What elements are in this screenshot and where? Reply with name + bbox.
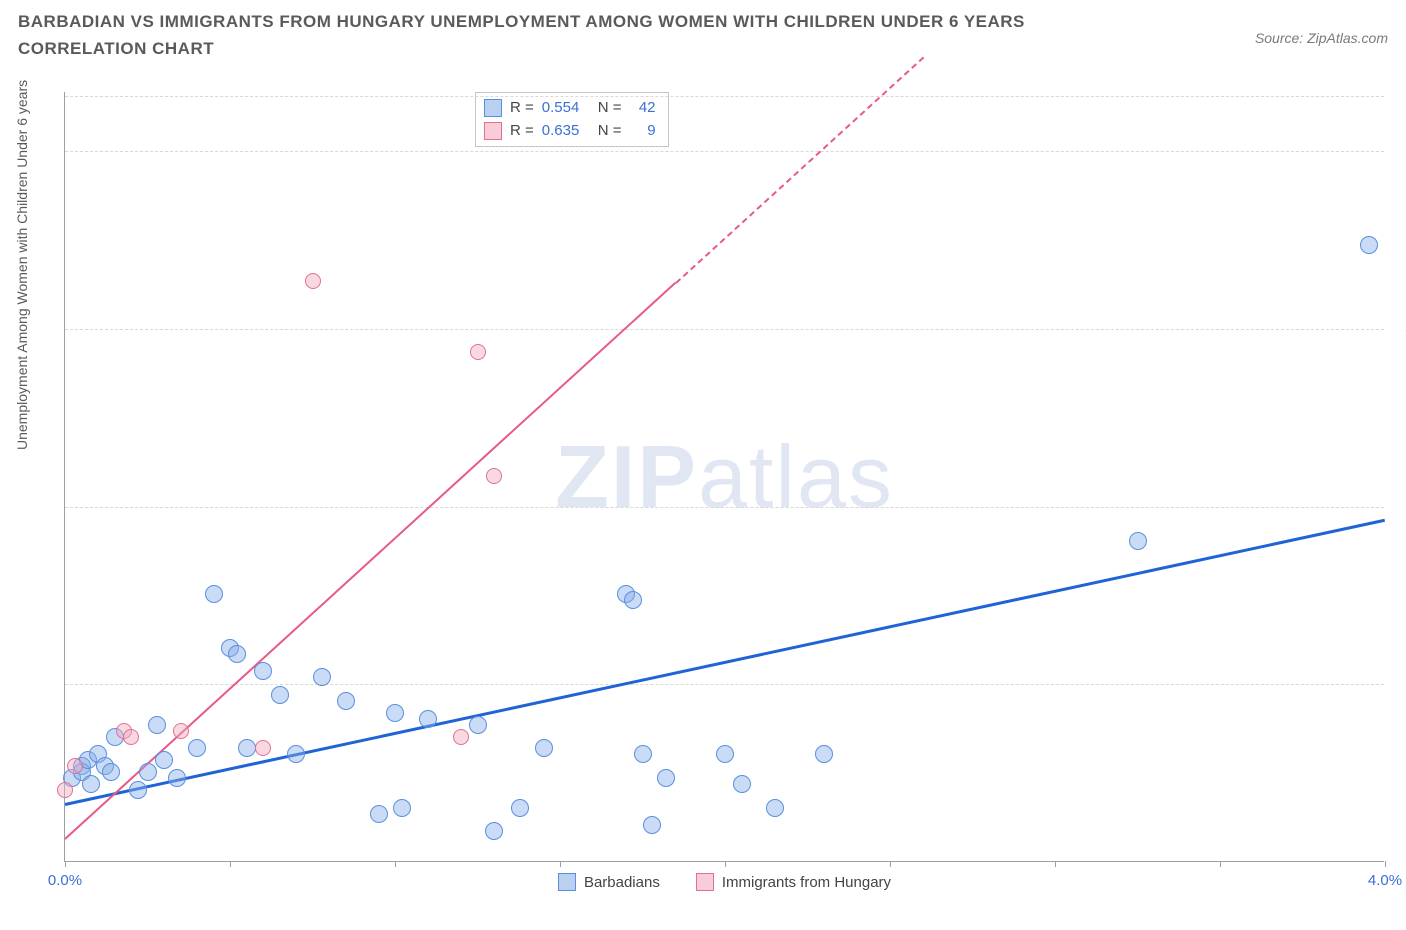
- y-axis-label: Unemployment Among Women with Children U…: [14, 80, 30, 450]
- legend-item: Barbadians: [558, 873, 660, 891]
- x-tick: [725, 861, 726, 867]
- watermark: ZIPatlas: [555, 426, 894, 528]
- x-tick: [230, 861, 231, 867]
- data-point: [305, 273, 321, 289]
- data-point: [287, 745, 305, 763]
- data-point: [1129, 532, 1147, 550]
- data-point: [337, 692, 355, 710]
- stat-label: R =: [510, 120, 534, 143]
- data-point: [139, 763, 157, 781]
- gridline: [65, 151, 1384, 152]
- legend-label: Immigrants from Hungary: [722, 874, 891, 891]
- stat-label: R =: [510, 97, 534, 120]
- gridline: [65, 507, 1384, 508]
- data-point: [254, 662, 272, 680]
- legend-label: Barbadians: [584, 874, 660, 891]
- data-point: [67, 758, 83, 774]
- data-point: [716, 745, 734, 763]
- data-point: [419, 710, 437, 728]
- data-point: [511, 799, 529, 817]
- x-tick-label: 0.0%: [48, 872, 82, 889]
- legend-swatch: [558, 873, 576, 891]
- data-point: [393, 799, 411, 817]
- data-point: [766, 799, 784, 817]
- data-point: [624, 591, 642, 609]
- data-point: [634, 745, 652, 763]
- data-point: [188, 739, 206, 757]
- data-point: [453, 729, 469, 745]
- x-tick: [1220, 861, 1221, 867]
- data-point: [485, 822, 503, 840]
- x-tick: [65, 861, 66, 867]
- data-point: [238, 739, 256, 757]
- data-point: [168, 769, 186, 787]
- x-tick-label: 4.0%: [1368, 872, 1402, 889]
- data-point: [155, 751, 173, 769]
- data-point: [486, 468, 502, 484]
- stat-r-value: 0.635: [542, 120, 590, 143]
- gridline: [65, 684, 1384, 685]
- series-legend: Barbadians Immigrants from Hungary: [65, 873, 1384, 891]
- stats-row: R = 0.554 N = 42: [484, 97, 656, 120]
- gridline: [65, 329, 1384, 330]
- x-tick: [560, 861, 561, 867]
- gridline: [65, 96, 1384, 97]
- stat-r-value: 0.554: [542, 97, 590, 120]
- stat-n-value: 42: [630, 97, 656, 120]
- data-point: [129, 781, 147, 799]
- data-point: [657, 769, 675, 787]
- data-point: [470, 344, 486, 360]
- stat-n-value: 9: [630, 120, 656, 143]
- stat-label: N =: [598, 120, 622, 143]
- data-point: [205, 585, 223, 603]
- x-tick: [395, 861, 396, 867]
- data-point: [643, 816, 661, 834]
- source-label: Source: ZipAtlas.com: [1255, 30, 1388, 46]
- x-tick: [890, 861, 891, 867]
- data-point: [271, 686, 289, 704]
- stats-row: R = 0.635 N = 9: [484, 120, 656, 143]
- data-point: [535, 739, 553, 757]
- x-tick: [1385, 861, 1386, 867]
- data-point: [102, 763, 120, 781]
- x-tick: [1055, 861, 1056, 867]
- stats-legend: R = 0.554 N = 42 R = 0.635 N = 9: [475, 92, 669, 147]
- data-point: [82, 775, 100, 793]
- plot-area: ZIPatlas R =0.554N =42R =0.635N =9 Barba…: [64, 92, 1384, 862]
- data-point: [370, 805, 388, 823]
- regression-line: [675, 57, 924, 284]
- data-point: [57, 782, 73, 798]
- stat-label: N =: [598, 97, 622, 120]
- data-point: [815, 745, 833, 763]
- chart-title: BARBADIAN VS IMMIGRANTS FROM HUNGARY UNE…: [18, 8, 1118, 62]
- legend-item: Immigrants from Hungary: [696, 873, 891, 891]
- data-point: [228, 645, 246, 663]
- legend-swatch: [484, 122, 502, 140]
- legend-swatch: [484, 99, 502, 117]
- legend-swatch: [696, 873, 714, 891]
- data-point: [123, 729, 139, 745]
- data-point: [313, 668, 331, 686]
- data-point: [469, 716, 487, 734]
- data-point: [148, 716, 166, 734]
- data-point: [386, 704, 404, 722]
- data-point: [173, 723, 189, 739]
- data-point: [733, 775, 751, 793]
- data-point: [1360, 236, 1378, 254]
- data-point: [255, 740, 271, 756]
